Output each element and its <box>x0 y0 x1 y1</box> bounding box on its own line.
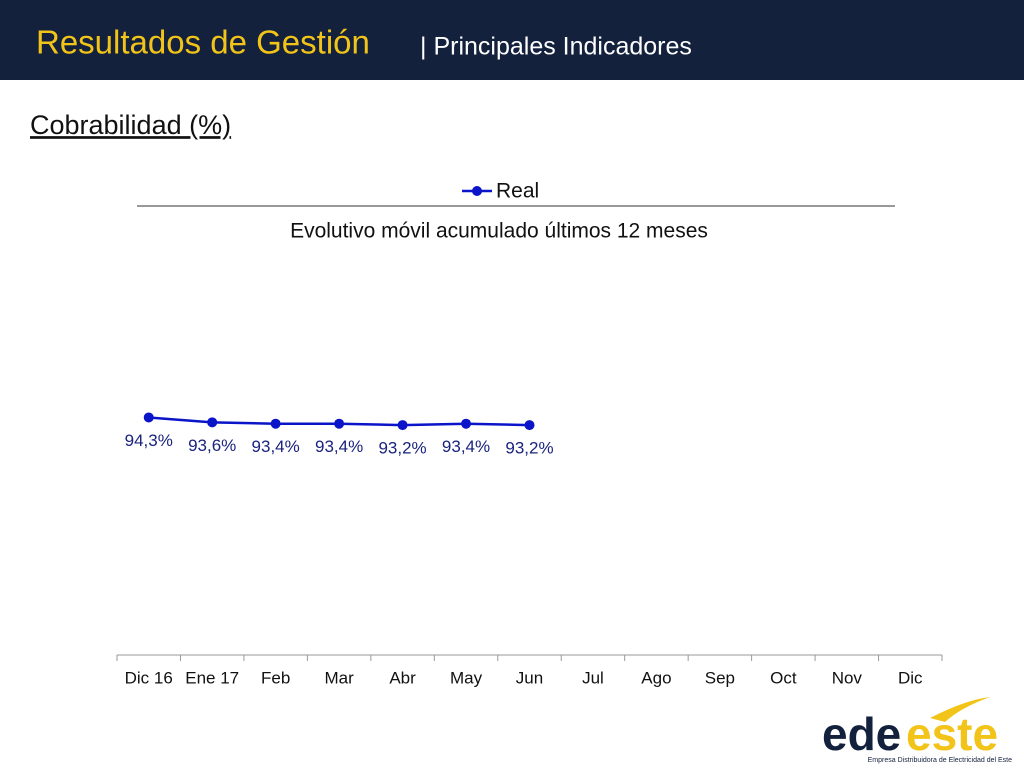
legend-marker <box>472 186 482 196</box>
chart-title: Evolutivo móvil acumulado últimos 12 mes… <box>290 220 708 243</box>
x-tick-label: Dic 16 <box>125 668 173 687</box>
logo-text: ede <box>822 708 901 760</box>
data-label: 93,2% <box>378 439 426 458</box>
data-point <box>207 417 218 428</box>
x-tick-label: Abr <box>389 668 416 687</box>
data-point <box>143 412 154 423</box>
x-tick-label: May <box>450 668 483 687</box>
x-tick-label: Dic <box>898 668 923 687</box>
logo-text: este <box>906 708 998 760</box>
data-point <box>461 418 472 429</box>
data-label: 93,4% <box>252 437 300 456</box>
x-tick-label: Jul <box>582 668 604 687</box>
x-tick-label: Mar <box>324 668 354 687</box>
data-point <box>524 420 535 431</box>
x-tick-label: Ago <box>641 668 671 687</box>
data-label: 93,2% <box>505 439 553 458</box>
data-label: 93,6% <box>188 436 236 455</box>
data-label: 93,4% <box>315 437 363 456</box>
data-point <box>270 418 281 429</box>
x-tick-label: Feb <box>261 668 290 687</box>
section-title: Cobrabilidad (%) <box>30 110 231 140</box>
logo-swoosh <box>930 697 990 722</box>
x-tick-label: Ene 17 <box>185 668 239 687</box>
data-label: 93,4% <box>442 437 490 456</box>
data-label: 94,3% <box>125 431 173 450</box>
header-title: Resultados de Gestión <box>36 24 370 61</box>
legend-label: Real <box>496 180 539 203</box>
logo-tagline: Empresa Distribuidora de Electricidad de… <box>868 757 1012 764</box>
logo: ede este Empresa Distribuidora de Electr… <box>822 697 1012 764</box>
header-subtitle: | Principales Indicadores <box>420 33 692 61</box>
x-tick-label: Jun <box>516 668 543 687</box>
data-point <box>334 418 345 429</box>
x-tick-label: Nov <box>832 668 863 687</box>
x-tick-label: Oct <box>770 668 797 687</box>
data-point <box>397 420 408 431</box>
x-tick-label: Sep <box>705 668 735 687</box>
header-bar <box>0 0 1024 80</box>
